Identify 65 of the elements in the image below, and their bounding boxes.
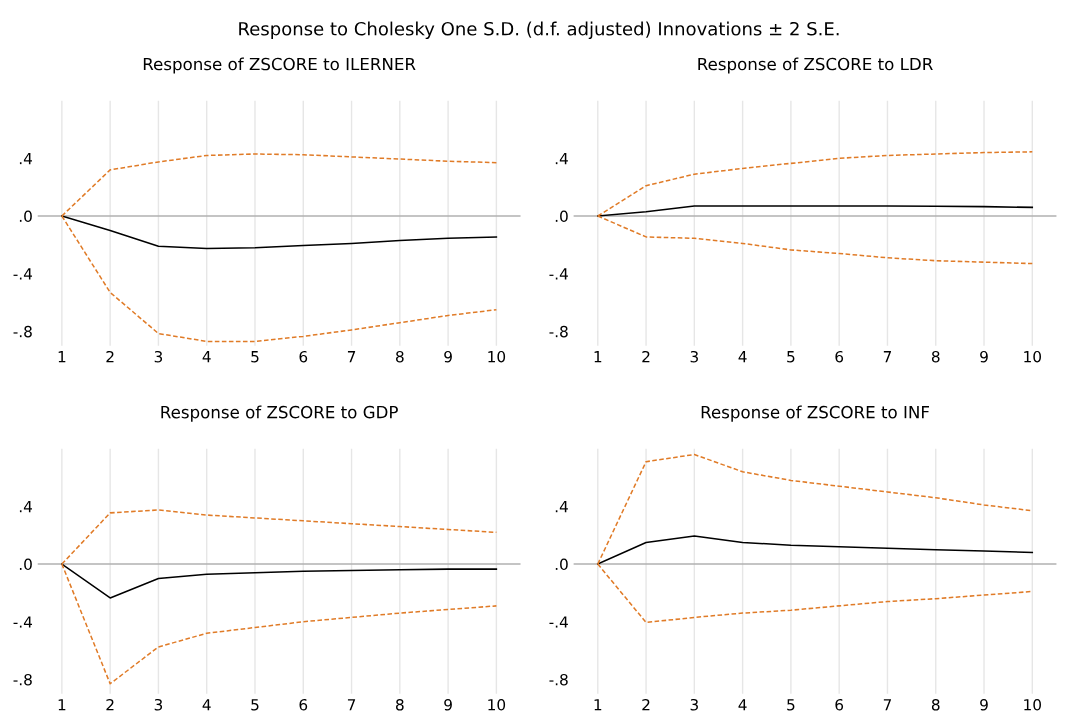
x-tick-label: 3	[154, 350, 163, 363]
x-tick-label: 10	[488, 350, 506, 363]
y-tick-label: -.4	[13, 616, 33, 628]
y-tick-label: .0	[19, 210, 32, 223]
y-tick-label: -.4	[13, 268, 33, 280]
x-tick-label: 7	[347, 351, 356, 363]
y-tick-label: -.4	[549, 268, 568, 280]
x-tick-label: 4	[738, 351, 747, 363]
x-tick-label: 4	[202, 351, 211, 363]
x-tick-label: 9	[980, 350, 988, 363]
x-tick-label: 1	[58, 351, 66, 363]
y-tick-label: -.8	[13, 325, 32, 338]
x-tick-label: 9	[444, 698, 452, 711]
x-tick-label: 1	[594, 351, 602, 363]
x-tick-label: 2	[642, 350, 650, 363]
y-tick-label: .4	[555, 153, 568, 165]
y-tick-label: .4	[19, 501, 33, 513]
y-tick-label: -.4	[549, 616, 568, 628]
line-series	[61, 215, 498, 250]
chart-title: Response of ZSCORE to GDP	[161, 405, 398, 422]
x-tick-label: 4	[202, 699, 211, 711]
y-tick-label: -.8	[549, 325, 568, 338]
x-tick-label: 5	[251, 699, 259, 711]
y-tick-label: -.8	[13, 673, 32, 686]
x-tick-label: 7	[347, 699, 356, 711]
y-tick-label: -.8	[549, 673, 568, 686]
line-series	[61, 563, 498, 599]
x-tick-label: 3	[690, 698, 698, 711]
x-tick-label: 6	[835, 698, 844, 711]
x-tick-label: 5	[787, 351, 795, 363]
x-tick-label: 3	[154, 698, 163, 711]
chart-title: Response of ZSCORE to ILERNER	[143, 57, 416, 74]
x-tick-label: 1	[58, 699, 66, 711]
chart-title: Response of ZSCORE to LDR	[698, 57, 933, 74]
text: Response to Cholesky One S.D. (d.f. adjusted) Innovations ± 2 S.E.	[239, 21, 839, 40]
line-series	[597, 205, 1034, 217]
x-tick-label: 9	[444, 350, 452, 363]
chart-title: Response of ZSCORE to INF	[701, 405, 929, 422]
x-tick-label: 10	[1024, 350, 1042, 363]
x-tick-label: 3	[690, 350, 698, 363]
x-tick-label: 2	[106, 350, 114, 363]
x-tick-label: 2	[642, 698, 650, 711]
x-tick-label: 6	[299, 350, 308, 363]
x-tick-label: 10	[1024, 698, 1042, 711]
y-tick-label: .0	[555, 558, 568, 571]
x-tick-label: 10	[488, 698, 506, 711]
x-tick-label: 2	[106, 698, 114, 711]
x-tick-label: 4	[738, 699, 747, 711]
y-tick-label: .4	[555, 501, 568, 513]
x-tick-label: 9	[980, 698, 988, 711]
x-tick-label: 8	[396, 350, 404, 363]
x-tick-label: 8	[396, 698, 404, 711]
x-tick-label: 8	[931, 350, 940, 363]
x-tick-label: 7	[883, 699, 892, 711]
x-tick-label: 1	[594, 699, 602, 711]
x-tick-label: 7	[883, 351, 892, 363]
x-tick-label: 5	[787, 699, 795, 711]
y-tick-label: .0	[19, 558, 32, 571]
y-tick-label: .0	[555, 210, 568, 223]
x-tick-label: 5	[251, 351, 259, 363]
x-tick-label: 6	[299, 698, 308, 711]
x-tick-label: 6	[835, 350, 844, 363]
line-series	[597, 535, 1034, 565]
y-tick-label: .4	[19, 153, 33, 165]
x-tick-label: 8	[931, 698, 940, 711]
